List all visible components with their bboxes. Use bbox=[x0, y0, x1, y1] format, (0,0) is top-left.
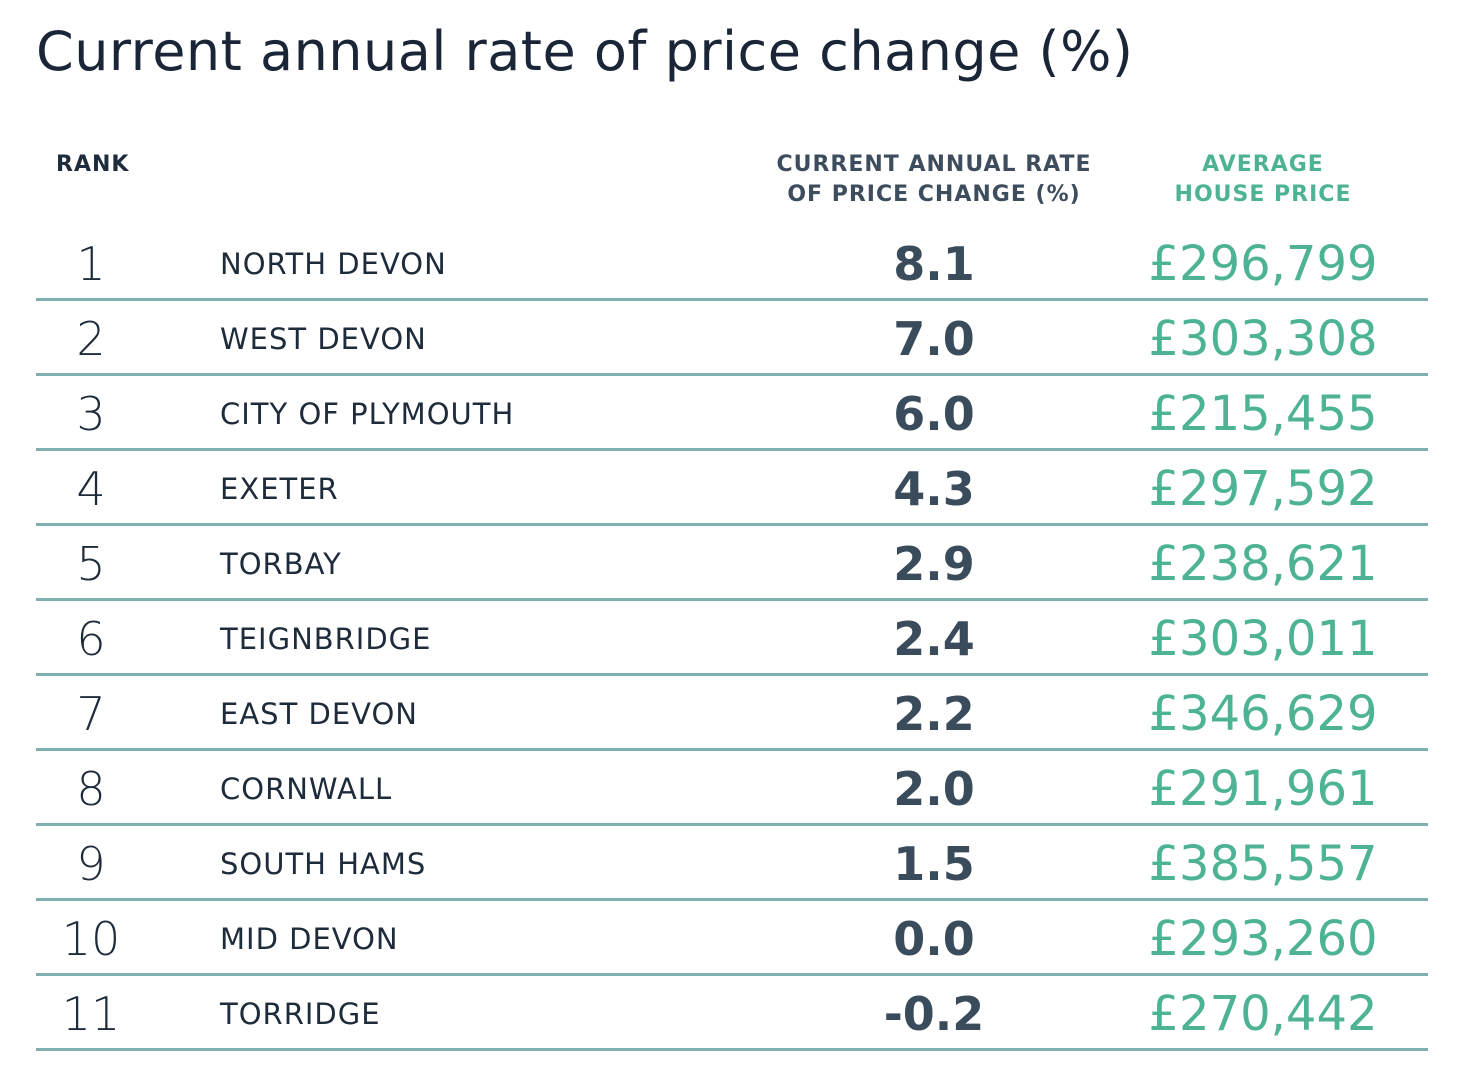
rate-cell: 8.1 bbox=[893, 237, 975, 291]
price-cell: £293,260 bbox=[1148, 911, 1378, 967]
rate-cell: 4.3 bbox=[893, 462, 975, 516]
rank-cell: 3 bbox=[76, 387, 106, 441]
district-name-cell: SOUTH HAMS bbox=[220, 847, 427, 881]
rank-cell: 7 bbox=[76, 687, 106, 741]
rank-cell: 8 bbox=[76, 762, 106, 816]
price-cell: £291,961 bbox=[1148, 761, 1378, 817]
header-rate-line-1: CURRENT ANNUAL RATE bbox=[776, 152, 1092, 177]
price-cell: £215,455 bbox=[1148, 386, 1378, 442]
rank-cell: 5 bbox=[76, 537, 106, 591]
rank-cell: 4 bbox=[76, 462, 106, 516]
district-name-cell: EAST DEVON bbox=[220, 697, 419, 731]
price-cell: £303,308 bbox=[1148, 311, 1378, 367]
rank-cell: 6 bbox=[76, 612, 106, 666]
table-row: 10 MID DEVON 0.0 £293,260 bbox=[36, 901, 1428, 976]
header-rate-line-2: OF PRICE CHANGE (%) bbox=[787, 182, 1081, 207]
district-name-cell: WEST DEVON bbox=[220, 322, 427, 356]
header-price-line-2: HOUSE PRICE bbox=[1174, 182, 1352, 207]
ranking-table: 1 NORTH DEVON 8.1 £296,799 2 WEST DEVON 7.0 £30… bbox=[36, 226, 1428, 1051]
rate-cell: 2.4 bbox=[893, 612, 975, 666]
district-name-cell: EXETER bbox=[220, 472, 339, 506]
table-row: 11 TORRIDGE -0.2 £270,442 bbox=[36, 976, 1428, 1051]
price-cell: £346,629 bbox=[1148, 686, 1378, 742]
rate-cell: 7.0 bbox=[893, 312, 975, 366]
table-row: 1 NORTH DEVON 8.1 £296,799 bbox=[36, 226, 1428, 301]
chart-title: Current annual rate of price change (%) bbox=[36, 20, 1134, 83]
price-cell: £270,442 bbox=[1148, 986, 1378, 1042]
header-price-line-1: AVERAGE bbox=[1202, 152, 1324, 177]
header-rate: CURRENT ANNUAL RATE OF PRICE CHANGE (%) bbox=[760, 150, 1108, 210]
district-name-cell: NORTH DEVON bbox=[220, 247, 447, 281]
rank-cell: 2 bbox=[76, 312, 106, 366]
table-row: 8 CORNWALL 2.0 £291,961 bbox=[36, 751, 1428, 826]
district-name-cell: TORRIDGE bbox=[220, 997, 381, 1031]
rank-cell: 9 bbox=[76, 837, 106, 891]
district-name-cell: TORBAY bbox=[220, 547, 342, 581]
rate-cell: 6.0 bbox=[893, 387, 975, 441]
rate-cell: 2.2 bbox=[893, 687, 975, 741]
rate-cell: 0.0 bbox=[893, 912, 975, 966]
price-cell: £303,011 bbox=[1148, 611, 1378, 667]
price-cell: £238,621 bbox=[1148, 536, 1378, 592]
price-cell: £297,592 bbox=[1148, 461, 1378, 517]
table-row: 6 TEIGNBRIDGE 2.4 £303,011 bbox=[36, 601, 1428, 676]
rank-cell: 1 bbox=[76, 237, 106, 291]
price-cell: £385,557 bbox=[1148, 836, 1378, 892]
rate-cell: 1.5 bbox=[893, 837, 975, 891]
price-cell: £296,799 bbox=[1148, 236, 1378, 292]
rate-cell: 2.9 bbox=[893, 537, 975, 591]
table-row: 3 CITY OF PLYMOUTH 6.0 £215,455 bbox=[36, 376, 1428, 451]
district-name-cell: CITY OF PLYMOUTH bbox=[220, 397, 515, 431]
table-row: 7 EAST DEVON 2.2 £346,629 bbox=[36, 676, 1428, 751]
rank-cell: 10 bbox=[61, 912, 121, 966]
rate-cell: 2.0 bbox=[893, 762, 975, 816]
header-price: AVERAGE HOUSE PRICE bbox=[1128, 150, 1398, 210]
table-row: 2 WEST DEVON 7.0 £303,308 bbox=[36, 301, 1428, 376]
table-row: 9 SOUTH HAMS 1.5 £385,557 bbox=[36, 826, 1428, 901]
rank-cell: 11 bbox=[61, 987, 121, 1041]
district-name-cell: CORNWALL bbox=[220, 772, 393, 806]
table-row: 4 EXETER 4.3 £297,592 bbox=[36, 451, 1428, 526]
district-name-cell: MID DEVON bbox=[220, 922, 399, 956]
district-name-cell: TEIGNBRIDGE bbox=[220, 622, 432, 656]
rate-cell: -0.2 bbox=[883, 987, 985, 1041]
header-rank: RANK bbox=[56, 152, 130, 177]
table-row: 5 TORBAY 2.9 £238,621 bbox=[36, 526, 1428, 601]
